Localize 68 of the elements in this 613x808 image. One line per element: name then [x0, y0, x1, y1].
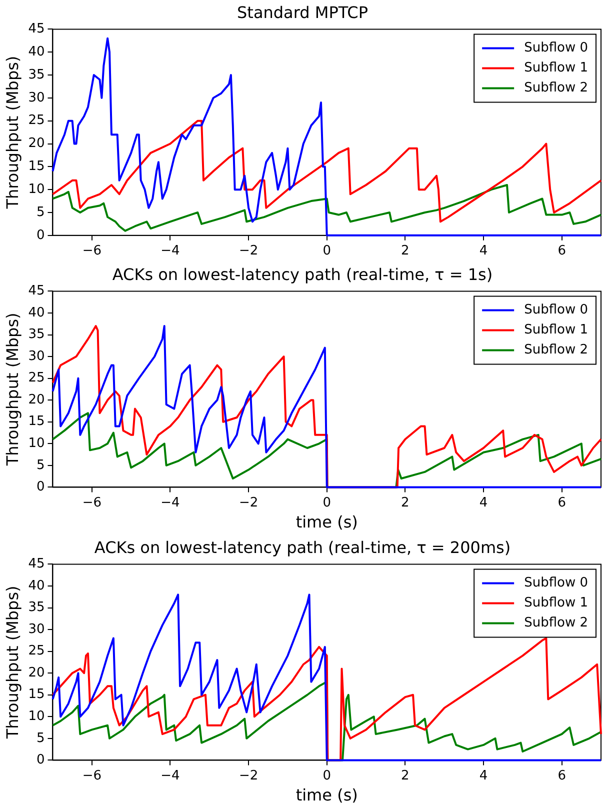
x-tick-label: 6 — [558, 244, 566, 259]
y-tick-label: 35 — [28, 67, 45, 82]
y-tick-label: 30 — [28, 348, 45, 364]
x-tick-label: 0 — [322, 495, 332, 510]
x-tick-label: 6 — [558, 768, 566, 784]
chart-title: ACKs on lowest-latency path (real-time, τ = 1s) — [112, 264, 493, 284]
y-tick-label: 15 — [28, 414, 45, 430]
x-tick-label: −4 — [160, 244, 180, 259]
y-tick-label: 45 — [28, 284, 45, 299]
y-tick-label: 10 — [28, 436, 45, 452]
x-tick-label: 0 — [322, 768, 332, 784]
x-tick-label: 6 — [558, 495, 566, 510]
y-tick-label: 20 — [28, 392, 45, 408]
y-tick-label: 20 — [28, 136, 45, 152]
y-tick-label: 0 — [36, 480, 45, 495]
legend-label: Subflow 1 — [524, 322, 588, 338]
y-tick-label: 15 — [28, 159, 45, 174]
x-tick-label: 4 — [479, 244, 488, 259]
x-tick-label: 0 — [322, 244, 332, 259]
y-axis-title: Throughput (Mbps) — [2, 56, 22, 210]
y-tick-label: 10 — [28, 709, 45, 724]
x-tick-label: 2 — [401, 244, 410, 259]
y-tick-label: 0 — [36, 752, 45, 768]
x-tick-label: 4 — [479, 495, 488, 510]
x-tick-label: −2 — [238, 495, 258, 510]
legend-label: Subflow 0 — [524, 576, 588, 591]
y-tick-label: 5 — [36, 458, 45, 473]
y-tick-label: 35 — [28, 327, 45, 342]
legend-label: Subflow 2 — [524, 80, 588, 96]
chart-title: ACKs on lowest-latency path (real-time, τ = 200ms) — [94, 538, 511, 557]
x-axis-title: time (s) — [296, 512, 358, 532]
y-tick-label: 5 — [36, 204, 45, 220]
legend-label: Subflow 0 — [524, 302, 588, 318]
y-tick-label: 0 — [36, 228, 45, 243]
y-tick-label: 45 — [28, 556, 45, 572]
x-tick-label: −6 — [82, 768, 102, 784]
x-tick-label: −2 — [238, 768, 258, 784]
legend-label: Subflow 1 — [524, 596, 588, 611]
legend-label: Subflow 2 — [524, 616, 588, 631]
y-tick-label: 20 — [28, 665, 45, 680]
x-tick-label: −6 — [82, 495, 102, 510]
x-tick-label: 2 — [401, 768, 410, 784]
y-tick-label: 25 — [28, 370, 45, 386]
legend-label: Subflow 2 — [524, 342, 588, 358]
y-tick-label: 45 — [28, 22, 45, 37]
y-tick-label: 15 — [28, 687, 45, 702]
y-tick-label: 25 — [28, 644, 45, 659]
y-axis-title: Throughput (Mbps) — [2, 586, 22, 740]
y-tick-label: 35 — [28, 600, 45, 616]
chart-title: Standard MPTCP — [237, 2, 368, 22]
y-tick-label: 25 — [28, 113, 45, 128]
y-axis-title: Throughput (Mbps) — [2, 312, 22, 467]
x-tick-label: 4 — [479, 768, 488, 784]
x-axis-title: time (s) — [296, 786, 358, 805]
y-tick-label: 5 — [36, 730, 45, 746]
y-tick-label: 40 — [28, 44, 45, 60]
x-tick-label: 2 — [401, 495, 410, 510]
x-tick-label: −4 — [160, 768, 180, 784]
x-tick-label: −6 — [82, 244, 102, 259]
legend-label: Subflow 0 — [524, 40, 588, 56]
legend-label: Subflow 1 — [524, 60, 588, 76]
x-tick-label: −2 — [238, 244, 258, 259]
y-tick-label: 30 — [28, 622, 45, 637]
y-tick-label: 30 — [28, 90, 45, 106]
y-tick-label: 40 — [28, 305, 45, 320]
y-tick-label: 40 — [28, 578, 45, 594]
y-tick-label: 10 — [28, 182, 45, 197]
x-tick-label: −4 — [160, 495, 180, 510]
